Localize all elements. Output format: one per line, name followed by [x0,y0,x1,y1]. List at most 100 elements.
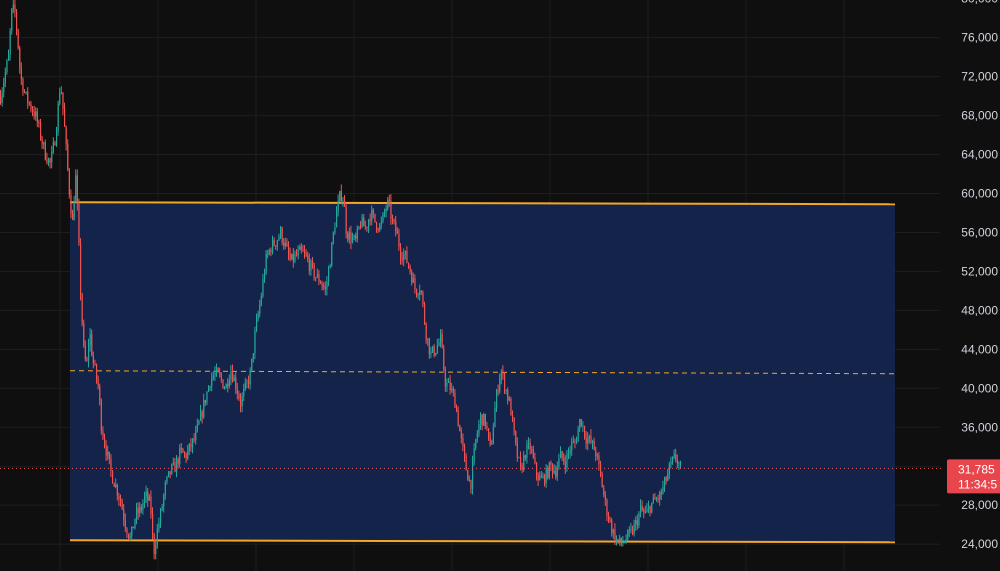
price-axis-label: 76,000 [961,31,998,45]
candle-body [388,199,390,201]
candle-body [464,446,466,456]
candle-body [107,451,109,456]
candle-body [640,505,642,514]
candle-body [308,259,310,271]
candle-body [473,448,475,462]
candle-body [443,347,445,370]
candle-body [430,351,432,355]
range-bottom-line[interactable] [69,539,896,544]
candle-body [134,519,136,529]
candle-body [483,414,485,426]
candle-body [203,400,205,418]
candle-body [259,304,261,314]
candle-body [211,377,213,387]
candle-body [28,102,30,104]
candle-body [364,226,366,228]
candle-body [73,202,75,220]
candle-body [492,427,494,444]
candle-body [108,451,110,459]
range-top-line[interactable] [69,201,896,206]
candle-body [510,398,512,416]
candle-body [620,537,622,544]
candle-body [68,169,70,195]
candle-body [75,175,77,203]
candle-body [398,233,400,247]
candle-body [377,229,379,231]
candle-body [432,346,434,352]
candle-body [550,462,552,465]
candle-body [257,313,259,320]
candle-body [254,330,256,354]
candle-body [544,475,546,484]
candle-body [486,426,488,429]
candle-countdown-label: 11:34:5 [958,477,997,491]
candle-body [558,458,560,468]
price-axis-label: 80,000 [961,0,998,6]
candle-body [412,278,414,283]
candle-body [416,289,418,295]
candle-body [566,453,568,468]
candle-body [422,292,424,305]
candle-body [505,390,507,392]
candle-body [628,530,630,532]
candle-body [678,463,680,465]
candle-body [238,393,240,400]
candle-body [174,462,176,473]
candle-body [337,200,339,212]
candle-body [281,227,283,243]
price-axis-label: 68,000 [961,109,998,123]
candle-body [664,477,666,487]
candle-body [448,381,450,383]
candle-body [115,484,117,487]
range-midline[interactable] [69,370,896,375]
candle-body [155,544,157,554]
candle-body [312,260,314,265]
candle-body [318,274,320,283]
candle-body [105,445,107,456]
candle-body [502,371,504,374]
candle-body [14,4,16,12]
candle-body [460,431,462,438]
candle-body [129,536,131,538]
candle-body [136,508,138,520]
candle-body [145,491,147,497]
candle-body [289,254,291,260]
candle-body [43,142,45,144]
candle-body [475,439,477,449]
candle-body [192,438,194,448]
candle-body [81,294,83,324]
range-box[interactable] [70,202,895,543]
candle-body [0,96,2,103]
candle-body [342,200,344,202]
candle-body [632,529,634,534]
candle-body [48,158,50,164]
candle-body [536,462,538,475]
candle-body [363,217,365,227]
candle-body [264,272,266,280]
candle-body [86,359,88,361]
candle-body [366,226,368,228]
candle-body [625,539,627,542]
candle-body [633,524,635,534]
candle-body [182,448,184,453]
candle-body [260,295,262,305]
candle-body [579,419,581,429]
candle-body [593,440,595,451]
candle-body [65,126,67,144]
candle-body [627,530,629,540]
candle-body [112,470,114,484]
candle-body [680,462,682,464]
candle-body [547,468,549,479]
candle-body [307,255,309,260]
candle-body [296,254,298,256]
candle-body [616,538,618,543]
candle-body [414,278,416,290]
candle-body [142,503,144,510]
candle-body [100,400,102,432]
candle-body [25,91,27,93]
candle-body [393,219,395,222]
candle-body [403,254,405,261]
candle-body [675,454,677,459]
candle-body [336,211,338,228]
